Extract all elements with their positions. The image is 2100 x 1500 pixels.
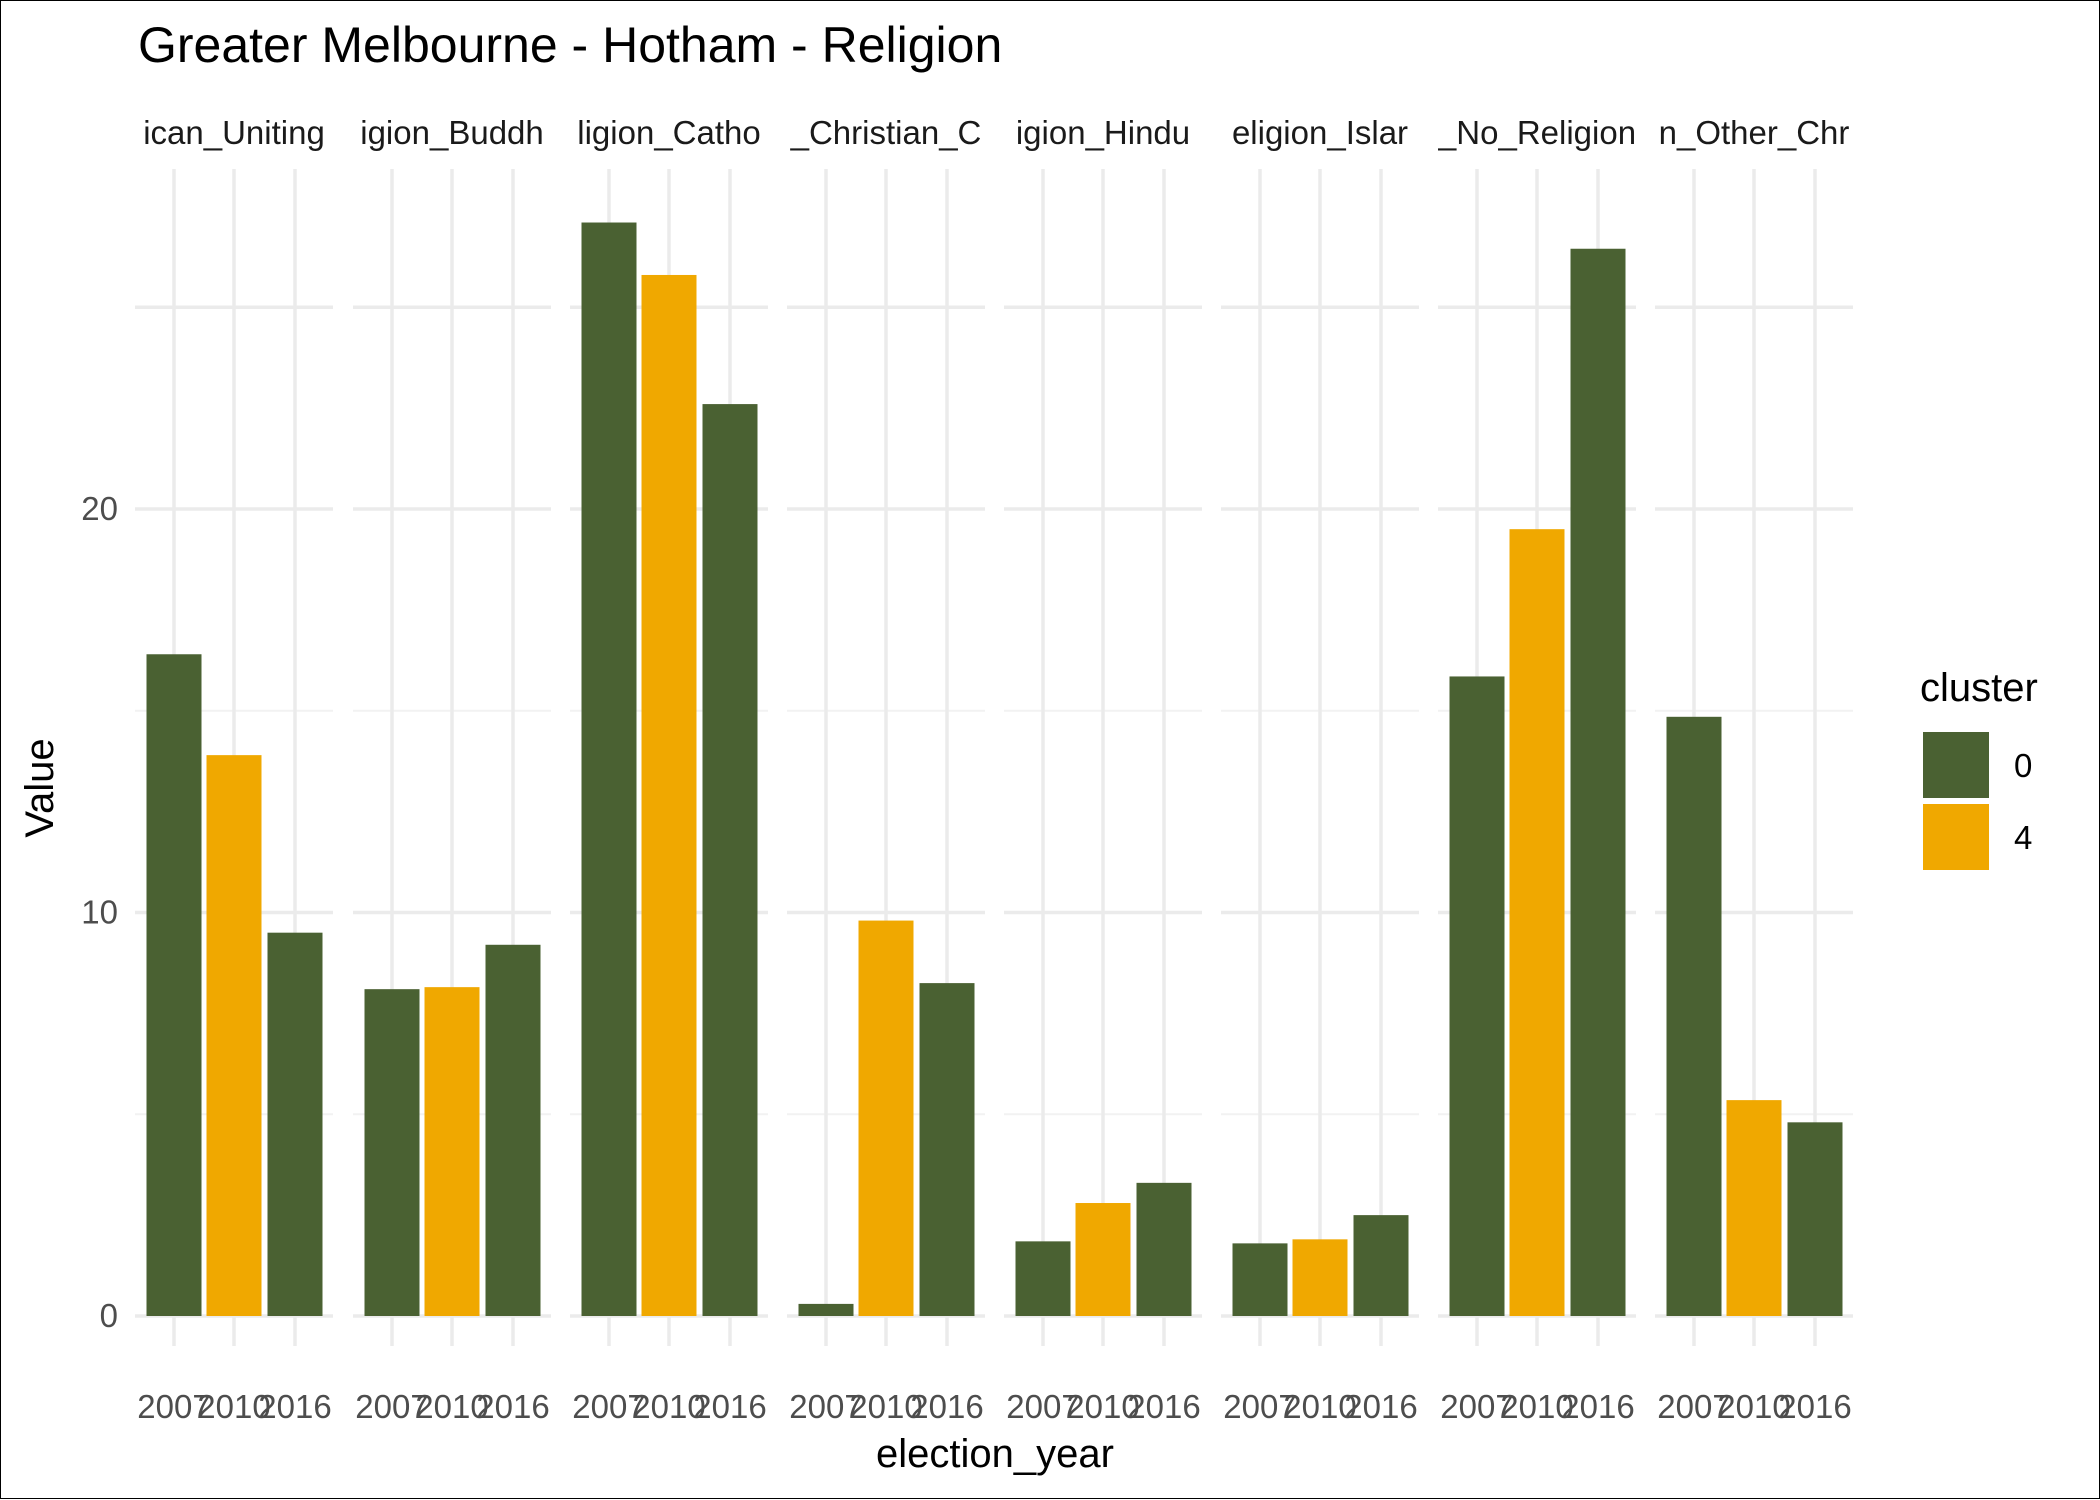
x-tick-label: 2016 xyxy=(693,1388,766,1425)
x-tick-label: 2016 xyxy=(1344,1388,1417,1425)
legend: cluster 0 4 xyxy=(1920,666,2038,870)
bar xyxy=(702,404,758,1317)
bar xyxy=(1136,1182,1192,1316)
bar xyxy=(641,274,697,1317)
legend-label: 4 xyxy=(2014,819,2032,856)
bar xyxy=(798,1303,854,1316)
chart-title: Greater Melbourne - Hotham - Religion xyxy=(138,17,1002,73)
x-tick-label: 2010 xyxy=(1717,1388,1790,1425)
facet-panels: ican_Uniting200720102016igion_Buddh20072… xyxy=(135,114,1853,1425)
legend-key xyxy=(1923,804,1989,870)
bar xyxy=(146,654,202,1316)
bar xyxy=(1726,1100,1782,1316)
x-tick-label: 2010 xyxy=(1283,1388,1356,1425)
bar xyxy=(424,987,480,1316)
bar xyxy=(1015,1241,1071,1316)
x-tick-label: 2016 xyxy=(1778,1388,1851,1425)
bar xyxy=(919,983,975,1316)
bar xyxy=(581,222,637,1316)
legend-title: cluster xyxy=(1920,666,2038,710)
x-tick-label: 2007 xyxy=(572,1388,645,1425)
bar xyxy=(206,755,262,1316)
x-tick-label: 2010 xyxy=(415,1388,488,1425)
bar xyxy=(1509,529,1565,1316)
x-tick-label: 2010 xyxy=(849,1388,922,1425)
x-tick-label: 2016 xyxy=(258,1388,331,1425)
facet-strip-label: eligion_Islar xyxy=(1232,114,1408,151)
x-tick-label: 2007 xyxy=(355,1388,428,1425)
y-tick-label: 10 xyxy=(81,894,118,931)
facet-strip-label: igion_Buddh xyxy=(360,114,544,151)
bar xyxy=(1292,1239,1348,1316)
legend-label: 0 xyxy=(2014,747,2032,784)
facet-strip-label: _Christian_C xyxy=(790,114,982,151)
x-tick-label: 2010 xyxy=(1066,1388,1139,1425)
facet-strip-label: _No_Religion xyxy=(1437,114,1636,151)
bar xyxy=(485,944,541,1316)
y-tick-label: 0 xyxy=(100,1297,118,1334)
bar xyxy=(1353,1215,1409,1316)
bar xyxy=(858,920,914,1316)
bar xyxy=(1075,1203,1131,1316)
bar xyxy=(1449,676,1505,1316)
legend-key xyxy=(1923,732,1989,798)
y-axis: 0 10 20 xyxy=(81,490,118,1334)
bar xyxy=(364,989,420,1316)
x-tick-label: 2007 xyxy=(137,1388,210,1425)
facet-strip-label: ligion_Catho xyxy=(577,114,760,151)
x-tick-label: 2007 xyxy=(789,1388,862,1425)
x-tick-label: 2007 xyxy=(1657,1388,1730,1425)
facet-strip-label: igion_Hindu xyxy=(1016,114,1190,151)
x-tick-label: 2016 xyxy=(476,1388,549,1425)
facet-strip-label: n_Other_Chr xyxy=(1659,114,1850,151)
x-tick-label: 2016 xyxy=(1127,1388,1200,1425)
bar xyxy=(1787,1122,1843,1316)
x-tick-label: 2010 xyxy=(632,1388,705,1425)
facet-strip-label: ican_Uniting xyxy=(143,114,325,151)
bar xyxy=(1666,716,1722,1316)
y-axis-title: Value xyxy=(18,738,62,837)
x-tick-label: 2010 xyxy=(1500,1388,1573,1425)
x-tick-label: 2016 xyxy=(1561,1388,1634,1425)
bar xyxy=(1232,1243,1288,1316)
y-tick-label: 20 xyxy=(81,490,118,527)
bar xyxy=(1570,248,1626,1317)
x-tick-label: 2007 xyxy=(1006,1388,1079,1425)
x-tick-label: 2010 xyxy=(197,1388,270,1425)
x-tick-label: 2007 xyxy=(1223,1388,1296,1425)
x-tick-label: 2007 xyxy=(1440,1388,1513,1425)
x-tick-label: 2016 xyxy=(910,1388,983,1425)
bar xyxy=(267,932,323,1316)
x-axis-title: election_year xyxy=(876,1432,1114,1476)
